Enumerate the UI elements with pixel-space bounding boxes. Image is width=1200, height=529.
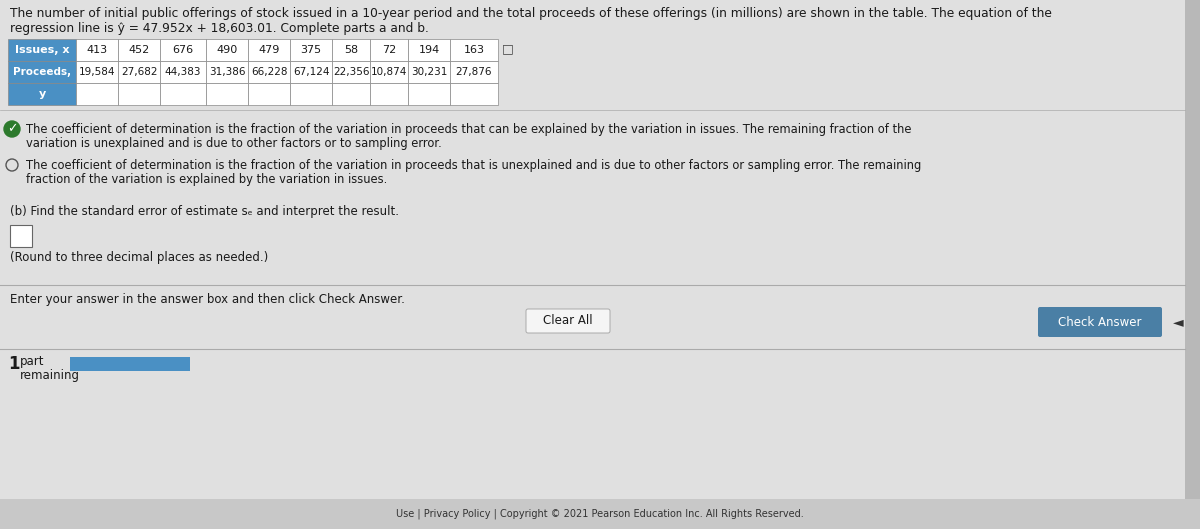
FancyBboxPatch shape xyxy=(118,61,160,83)
Text: regression line is ŷ = 47.952x + 18,603.01. Complete parts a and b.: regression line is ŷ = 47.952x + 18,603.… xyxy=(10,22,428,35)
Text: 72: 72 xyxy=(382,45,396,55)
Text: 490: 490 xyxy=(216,45,238,55)
FancyBboxPatch shape xyxy=(408,61,450,83)
Text: (b) Find the standard error of estimate sₑ and interpret the result.: (b) Find the standard error of estimate … xyxy=(10,205,398,218)
Text: 19,584: 19,584 xyxy=(79,67,115,77)
Text: 413: 413 xyxy=(86,45,108,55)
FancyBboxPatch shape xyxy=(206,83,248,105)
FancyBboxPatch shape xyxy=(248,39,290,61)
Text: ✓: ✓ xyxy=(7,123,17,135)
FancyBboxPatch shape xyxy=(206,39,248,61)
FancyBboxPatch shape xyxy=(118,39,160,61)
Text: Check Answer: Check Answer xyxy=(1058,315,1141,329)
Text: 27,682: 27,682 xyxy=(121,67,157,77)
Text: fraction of the variation is explained by the variation in issues.: fraction of the variation is explained b… xyxy=(26,173,388,186)
FancyBboxPatch shape xyxy=(206,61,248,83)
Text: □: □ xyxy=(502,42,514,55)
Text: 58: 58 xyxy=(344,45,358,55)
Text: (Round to three decimal places as needed.): (Round to three decimal places as needed… xyxy=(10,251,269,264)
FancyBboxPatch shape xyxy=(70,357,190,371)
FancyBboxPatch shape xyxy=(332,61,370,83)
Text: 44,383: 44,383 xyxy=(164,67,202,77)
Text: 676: 676 xyxy=(173,45,193,55)
Text: 375: 375 xyxy=(300,45,322,55)
FancyBboxPatch shape xyxy=(76,61,118,83)
Text: 452: 452 xyxy=(128,45,150,55)
Text: The coefficient of determination is the fraction of the variation in proceeds th: The coefficient of determination is the … xyxy=(26,159,922,172)
Text: part: part xyxy=(20,355,44,368)
FancyBboxPatch shape xyxy=(76,83,118,105)
FancyBboxPatch shape xyxy=(450,83,498,105)
Text: Proceeds,: Proceeds, xyxy=(13,67,71,77)
Circle shape xyxy=(4,121,20,137)
FancyBboxPatch shape xyxy=(290,61,332,83)
FancyBboxPatch shape xyxy=(450,39,498,61)
FancyBboxPatch shape xyxy=(526,309,610,333)
Text: 67,124: 67,124 xyxy=(293,67,329,77)
Text: 22,356: 22,356 xyxy=(332,67,370,77)
FancyBboxPatch shape xyxy=(408,39,450,61)
FancyBboxPatch shape xyxy=(248,61,290,83)
FancyBboxPatch shape xyxy=(8,83,76,105)
Text: Clear All: Clear All xyxy=(544,315,593,327)
Text: 30,231: 30,231 xyxy=(410,67,448,77)
Text: variation is unexplained and is due to other factors or to sampling error.: variation is unexplained and is due to o… xyxy=(26,137,442,150)
FancyBboxPatch shape xyxy=(1186,0,1200,499)
FancyBboxPatch shape xyxy=(160,83,206,105)
FancyBboxPatch shape xyxy=(370,83,408,105)
Text: The number of initial public offerings of stock issued in a 10-year period and t: The number of initial public offerings o… xyxy=(10,7,1052,20)
Text: 10,874: 10,874 xyxy=(371,67,407,77)
FancyBboxPatch shape xyxy=(1038,307,1162,337)
FancyBboxPatch shape xyxy=(160,61,206,83)
Text: y: y xyxy=(38,89,46,99)
FancyBboxPatch shape xyxy=(248,83,290,105)
FancyBboxPatch shape xyxy=(332,83,370,105)
FancyBboxPatch shape xyxy=(160,39,206,61)
FancyBboxPatch shape xyxy=(10,225,32,247)
Text: Issues, x: Issues, x xyxy=(14,45,70,55)
Text: 194: 194 xyxy=(419,45,439,55)
Text: 479: 479 xyxy=(258,45,280,55)
FancyBboxPatch shape xyxy=(76,39,118,61)
Text: Use | Privacy Policy | Copyright © 2021 Pearson Education Inc. All Rights Reserv: Use | Privacy Policy | Copyright © 2021 … xyxy=(396,509,804,519)
FancyBboxPatch shape xyxy=(290,39,332,61)
Text: 1: 1 xyxy=(8,355,19,373)
FancyBboxPatch shape xyxy=(8,61,76,83)
FancyBboxPatch shape xyxy=(408,83,450,105)
Text: 163: 163 xyxy=(463,45,485,55)
Text: The coefficient of determination is the fraction of the variation in proceeds th: The coefficient of determination is the … xyxy=(26,123,912,136)
FancyBboxPatch shape xyxy=(8,39,76,61)
Text: 31,386: 31,386 xyxy=(209,67,245,77)
FancyBboxPatch shape xyxy=(0,0,1186,499)
FancyBboxPatch shape xyxy=(370,39,408,61)
FancyBboxPatch shape xyxy=(450,61,498,83)
Text: 27,876: 27,876 xyxy=(456,67,492,77)
FancyBboxPatch shape xyxy=(370,61,408,83)
Text: ◄: ◄ xyxy=(1172,315,1183,329)
FancyBboxPatch shape xyxy=(118,83,160,105)
FancyBboxPatch shape xyxy=(290,83,332,105)
FancyBboxPatch shape xyxy=(332,39,370,61)
Text: Enter your answer in the answer box and then click Check Answer.: Enter your answer in the answer box and … xyxy=(10,293,404,306)
FancyBboxPatch shape xyxy=(0,499,1200,529)
Text: 66,228: 66,228 xyxy=(251,67,287,77)
Text: remaining: remaining xyxy=(20,369,80,382)
